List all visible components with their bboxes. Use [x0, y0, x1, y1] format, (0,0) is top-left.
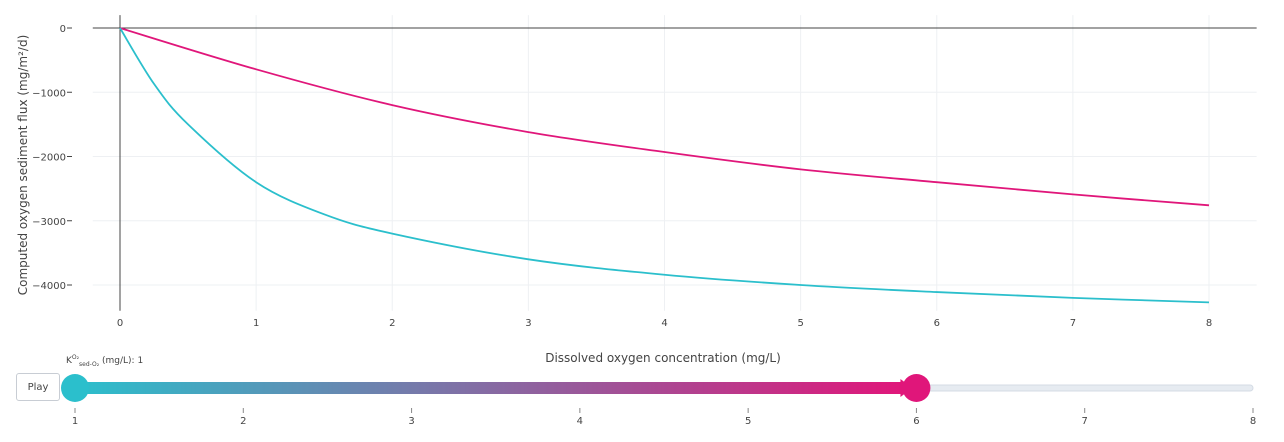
- slider-progress: [75, 382, 903, 394]
- play-button[interactable]: Play: [16, 373, 60, 401]
- slider-tick-label: 2: [240, 416, 246, 427]
- slider-label-prefix: K: [66, 356, 72, 366]
- x-tick-label: 5: [797, 318, 803, 329]
- slider-label-sup: O₂: [71, 354, 80, 361]
- slider-label-sub: sed-O₂: [79, 360, 100, 368]
- slider-tick-label: 7: [1082, 416, 1088, 427]
- x-tick-label: 4: [661, 318, 667, 329]
- y-tick-label: −1000: [32, 88, 66, 99]
- slider[interactable]: 1 2 3 4 5 6 7 8: [61, 374, 1256, 427]
- x-tick-label: 1: [253, 318, 259, 329]
- x-tick-label: 3: [525, 318, 531, 329]
- slider-tick-label: 1: [72, 416, 78, 427]
- slider-end-handle[interactable]: [902, 374, 931, 402]
- y-tick-label: −3000: [32, 217, 66, 228]
- series-line-1: [119, 27, 1210, 207]
- slider-tick-label: 4: [577, 416, 583, 427]
- slider-label: KO₂sed-O₂ (mg/L): 1: [66, 354, 143, 368]
- y-tick-label: −4000: [32, 281, 66, 292]
- slider-tick-label: 8: [1250, 416, 1256, 427]
- slider-tick-label: 6: [913, 416, 919, 427]
- series: [119, 27, 1210, 304]
- x-tick-label: 6: [934, 318, 940, 329]
- x-tick-label: 8: [1206, 318, 1212, 329]
- series-line-2: [119, 27, 1210, 304]
- x-axis-title: Dissolved oxygen concentration (mg/L): [545, 351, 781, 365]
- tick-labels: 0 1 2 3 4 5 6 7 8 0 −1000 −2000 −3000 −4000: [32, 24, 1212, 329]
- axes: [92, 15, 1257, 311]
- x-tick-label: 7: [1070, 318, 1076, 329]
- slider-start-handle[interactable]: [61, 374, 89, 402]
- grid: [92, 15, 1257, 311]
- slider-tick-label: 3: [408, 416, 414, 427]
- y-axis-title: Computed oxygen sediment flux (mg/m²/d): [16, 35, 30, 295]
- y-tick-label: −2000: [32, 153, 66, 164]
- x-tick-label: 2: [389, 318, 395, 329]
- slider-tick-label: 5: [745, 416, 751, 427]
- x-tick-label: 0: [117, 318, 123, 329]
- slider-label-suffix: (mg/L): 1: [99, 356, 144, 366]
- y-tick-label: 0: [60, 24, 66, 35]
